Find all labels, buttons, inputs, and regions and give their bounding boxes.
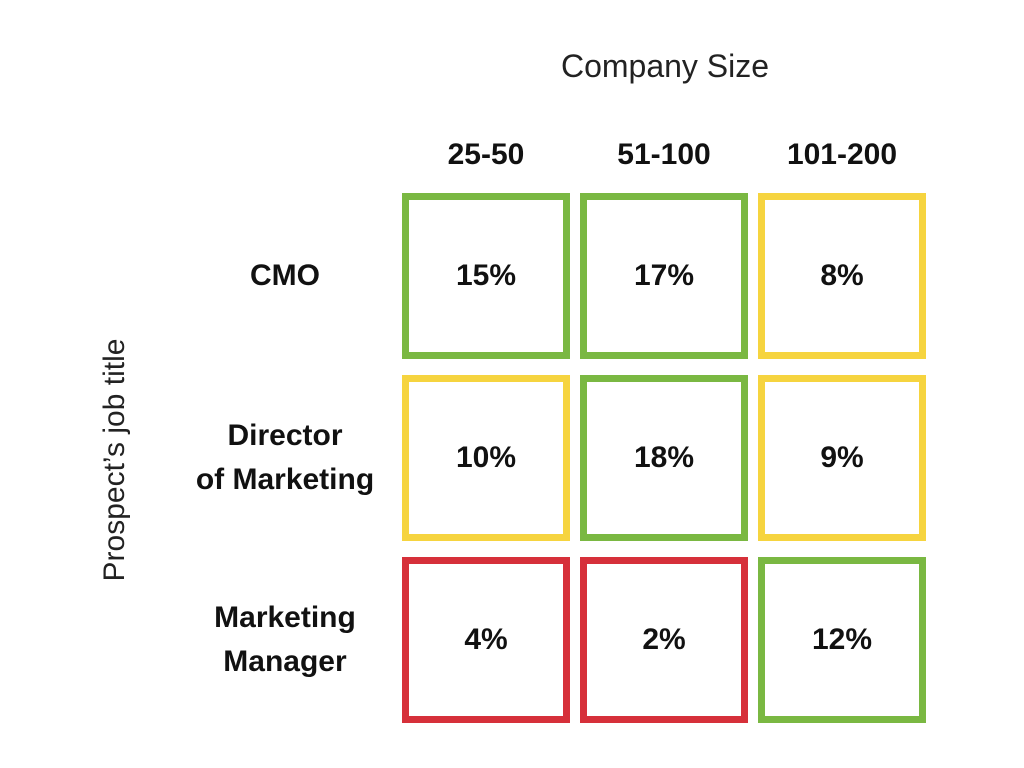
heatmap-cell: 4% [402, 557, 570, 723]
row-header-line: Manager [223, 645, 347, 678]
y-axis-title: Prospect’s job title [98, 338, 131, 582]
column-header: 51-100 [617, 138, 711, 171]
row-header: CMO [170, 191, 400, 361]
row-header-line: Director [227, 419, 343, 452]
row-header: Director of Marketing [170, 373, 400, 543]
heatmap-cell: 2% [580, 557, 748, 723]
row-header: Marketing Manager [170, 555, 400, 725]
row-header-line: Marketing [214, 601, 356, 634]
heatmap-cell: 12% [758, 557, 926, 723]
column-header: 25-50 [447, 138, 525, 171]
x-axis-title: Company Size [560, 48, 770, 84]
row-header-line: of Marketing [195, 463, 375, 496]
column-header: 101-200 [786, 138, 898, 171]
heatmap-cell: 10% [402, 375, 570, 541]
heatmap-cell: 17% [580, 193, 748, 359]
row-header-line: CMO [250, 259, 320, 292]
heatmap-cell: 18% [580, 375, 748, 541]
heatmap-cell: 8% [758, 193, 926, 359]
heatmap-cell: 9% [758, 375, 926, 541]
heatmap-cell: 15% [402, 193, 570, 359]
